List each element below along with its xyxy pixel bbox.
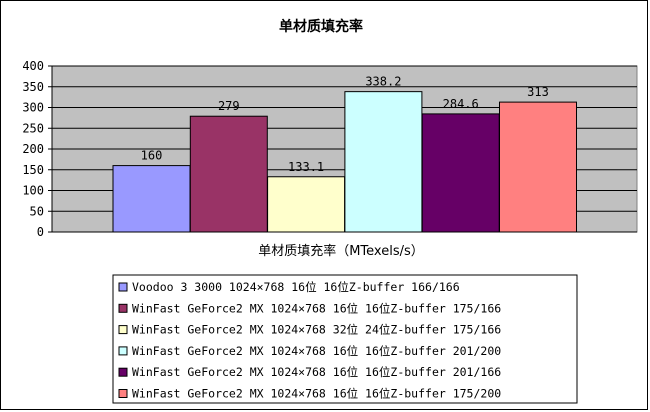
- bar-2: [189, 115, 268, 233]
- bar-1: [112, 165, 191, 233]
- data-label-2: 279: [218, 99, 240, 113]
- x-axis-label: 单材质填充率（MTexels/s）: [258, 243, 424, 259]
- legend: [112, 274, 578, 404]
- bar-6: [499, 101, 577, 233]
- legend-label-5: WinFast GeForce2 MX 1024×768 16位 16位Z-bu…: [132, 365, 501, 379]
- legend-label-6: WinFast GeForce2 MX 1024×768 16位 16位Z-bu…: [132, 387, 501, 401]
- legend-swatch-2: [118, 303, 128, 313]
- y-tick-label: 400: [22, 59, 44, 73]
- y-tick-label: 0: [37, 225, 44, 239]
- chart-title: 单材质填充率: [279, 18, 363, 35]
- legend-swatch-3: [118, 325, 128, 335]
- y-tick-label: 50: [30, 204, 44, 218]
- data-label-3: 133.1: [288, 160, 324, 174]
- legend-label-1: Voodoo 3 3000 1024×768 16位 16位Z-buffer 1…: [132, 280, 460, 294]
- data-label-1: 160: [141, 149, 163, 163]
- bar-3: [267, 176, 346, 233]
- data-label-6: 313: [527, 85, 549, 99]
- bar-4: [344, 91, 423, 233]
- legend-label-2: WinFast GeForce2 MX 1024×768 16位 16位Z-bu…: [132, 301, 501, 315]
- legend-label-4: WinFast GeForce2 MX 1024×768 16位 16位Z-bu…: [132, 344, 501, 358]
- data-labels: 160 279 133.1 338.2 284.6 313: [141, 75, 549, 174]
- data-label-5: 284.6: [443, 97, 479, 111]
- data-label-4: 338.2: [365, 75, 401, 89]
- legend-swatch-4: [118, 346, 128, 356]
- y-tick-label: 150: [22, 163, 44, 177]
- y-tick-label: 200: [22, 142, 44, 156]
- y-tick-label: 350: [22, 80, 44, 94]
- bars: [112, 91, 577, 233]
- y-tick-label: 250: [22, 121, 44, 135]
- bar-5: [421, 113, 500, 233]
- legend-entries: Voodoo 3 3000 1024×768 16位 16位Z-buffer 1…: [118, 280, 501, 401]
- y-tick-label: 100: [22, 184, 44, 198]
- legend-swatch-5: [118, 367, 128, 377]
- y-tick-label: 300: [22, 101, 44, 115]
- legend-swatch-1: [118, 282, 128, 292]
- legend-swatch-6: [118, 389, 128, 398]
- legend-label-3: WinFast GeForce2 MX 1024×768 32位 24位Z-bu…: [132, 323, 501, 337]
